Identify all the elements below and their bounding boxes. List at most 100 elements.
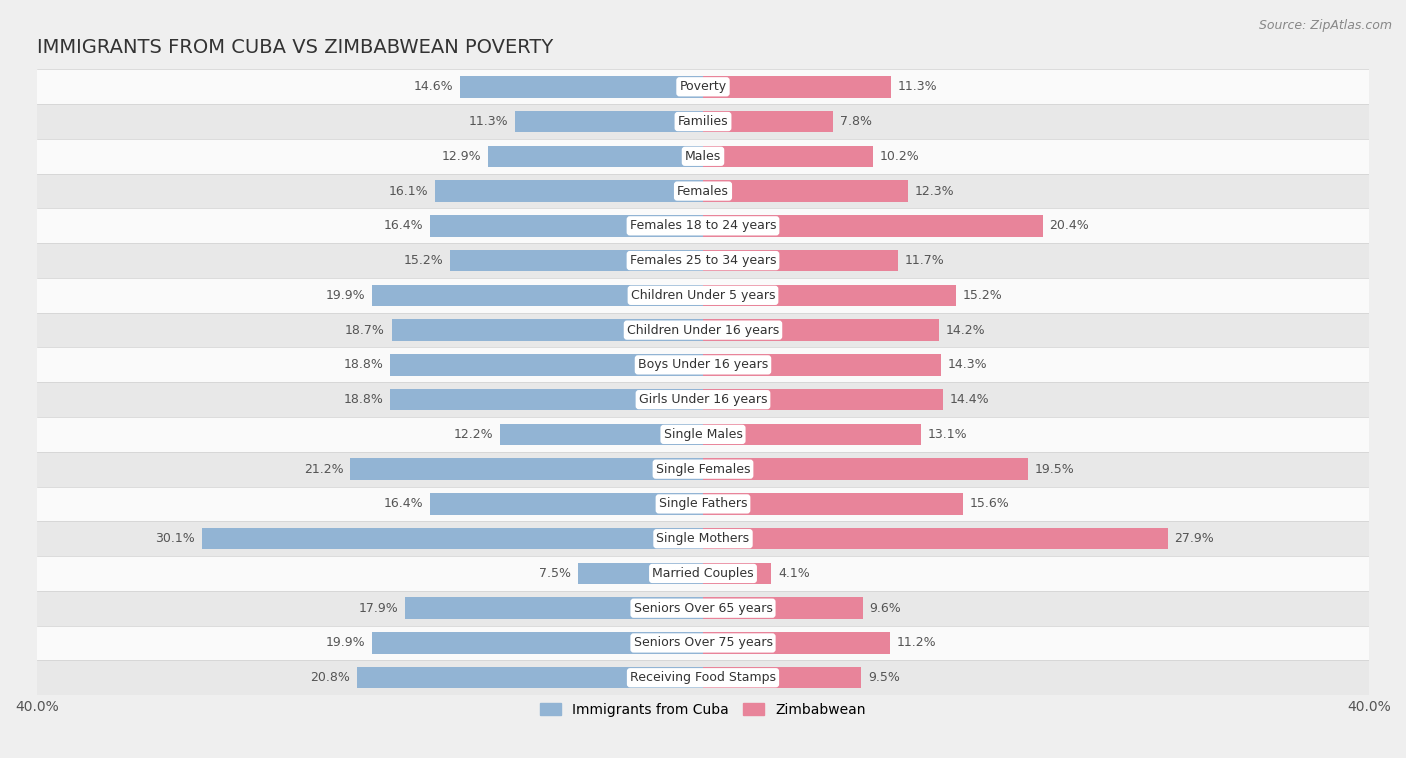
Bar	[37, 278, 1369, 313]
Text: 18.8%: 18.8%	[343, 393, 384, 406]
Bar	[37, 104, 1369, 139]
Text: 20.4%: 20.4%	[1049, 219, 1090, 233]
Bar	[703, 146, 873, 167]
Bar	[578, 562, 703, 584]
Text: 15.6%: 15.6%	[970, 497, 1010, 510]
Bar	[37, 313, 1369, 347]
Text: 12.3%: 12.3%	[914, 184, 955, 198]
Text: 4.1%: 4.1%	[778, 567, 810, 580]
Text: 14.4%: 14.4%	[949, 393, 988, 406]
Text: Poverty: Poverty	[679, 80, 727, 93]
Bar	[37, 487, 1369, 522]
Text: 18.7%: 18.7%	[344, 324, 385, 337]
Text: 16.4%: 16.4%	[384, 219, 423, 233]
Bar	[703, 528, 1167, 550]
Bar	[703, 493, 963, 515]
Bar	[703, 354, 941, 376]
Text: 12.9%: 12.9%	[441, 150, 481, 163]
Bar	[405, 597, 703, 619]
Bar	[703, 667, 862, 688]
Bar	[37, 417, 1369, 452]
Bar	[703, 250, 898, 271]
Bar	[488, 146, 703, 167]
Bar	[703, 562, 772, 584]
Text: 11.3%: 11.3%	[468, 115, 508, 128]
Bar	[703, 319, 939, 341]
Text: 16.1%: 16.1%	[388, 184, 429, 198]
Text: 27.9%: 27.9%	[1174, 532, 1213, 545]
Text: Single Mothers: Single Mothers	[657, 532, 749, 545]
Text: 9.5%: 9.5%	[868, 672, 900, 684]
Text: Children Under 16 years: Children Under 16 years	[627, 324, 779, 337]
Bar	[703, 632, 890, 653]
Bar	[703, 180, 908, 202]
Text: Children Under 5 years: Children Under 5 years	[631, 289, 775, 302]
Text: 21.2%: 21.2%	[304, 462, 343, 476]
Text: Females 25 to 34 years: Females 25 to 34 years	[630, 254, 776, 267]
Text: 11.2%: 11.2%	[896, 637, 936, 650]
Bar	[37, 208, 1369, 243]
Bar	[201, 528, 703, 550]
Bar	[703, 111, 832, 133]
Text: Source: ZipAtlas.com: Source: ZipAtlas.com	[1258, 19, 1392, 32]
Text: 15.2%: 15.2%	[963, 289, 1002, 302]
Text: 15.2%: 15.2%	[404, 254, 443, 267]
Text: 12.2%: 12.2%	[454, 428, 494, 441]
Bar	[450, 250, 703, 271]
Bar	[37, 522, 1369, 556]
Text: 14.6%: 14.6%	[413, 80, 453, 93]
Bar	[703, 76, 891, 98]
Bar	[37, 556, 1369, 590]
Text: 11.3%: 11.3%	[898, 80, 938, 93]
Bar	[37, 452, 1369, 487]
Bar	[703, 389, 943, 410]
Bar	[703, 284, 956, 306]
Text: Seniors Over 65 years: Seniors Over 65 years	[634, 602, 772, 615]
Bar	[357, 667, 703, 688]
Text: Single Fathers: Single Fathers	[659, 497, 747, 510]
Text: 14.3%: 14.3%	[948, 359, 987, 371]
Bar	[703, 597, 863, 619]
Text: Males: Males	[685, 150, 721, 163]
Bar	[37, 70, 1369, 104]
Bar	[389, 389, 703, 410]
Text: 13.1%: 13.1%	[928, 428, 967, 441]
Text: 11.7%: 11.7%	[904, 254, 945, 267]
Bar	[37, 174, 1369, 208]
Bar	[37, 243, 1369, 278]
Legend: Immigrants from Cuba, Zimbabwean: Immigrants from Cuba, Zimbabwean	[534, 697, 872, 722]
Text: Married Couples: Married Couples	[652, 567, 754, 580]
Text: 30.1%: 30.1%	[155, 532, 195, 545]
Bar	[703, 424, 921, 445]
Bar	[371, 284, 703, 306]
Text: Single Males: Single Males	[664, 428, 742, 441]
Bar	[430, 493, 703, 515]
Text: Families: Families	[678, 115, 728, 128]
Text: Seniors Over 75 years: Seniors Over 75 years	[634, 637, 772, 650]
Text: 19.9%: 19.9%	[325, 289, 366, 302]
Text: 14.2%: 14.2%	[946, 324, 986, 337]
Bar	[703, 215, 1043, 236]
Text: IMMIGRANTS FROM CUBA VS ZIMBABWEAN POVERTY: IMMIGRANTS FROM CUBA VS ZIMBABWEAN POVER…	[37, 38, 553, 57]
Text: 7.8%: 7.8%	[839, 115, 872, 128]
Text: Boys Under 16 years: Boys Under 16 years	[638, 359, 768, 371]
Text: 9.6%: 9.6%	[869, 602, 901, 615]
Text: 19.9%: 19.9%	[325, 637, 366, 650]
Text: Receiving Food Stamps: Receiving Food Stamps	[630, 672, 776, 684]
Bar	[515, 111, 703, 133]
Text: 18.8%: 18.8%	[343, 359, 384, 371]
Bar	[37, 660, 1369, 695]
Bar	[37, 139, 1369, 174]
Bar	[392, 319, 703, 341]
Bar	[37, 347, 1369, 382]
Bar	[430, 215, 703, 236]
Bar	[434, 180, 703, 202]
Text: Females 18 to 24 years: Females 18 to 24 years	[630, 219, 776, 233]
Bar	[703, 459, 1028, 480]
Text: Females: Females	[678, 184, 728, 198]
Bar	[37, 625, 1369, 660]
Bar	[37, 590, 1369, 625]
Bar	[460, 76, 703, 98]
Text: 20.8%: 20.8%	[311, 672, 350, 684]
Text: 19.5%: 19.5%	[1035, 462, 1074, 476]
